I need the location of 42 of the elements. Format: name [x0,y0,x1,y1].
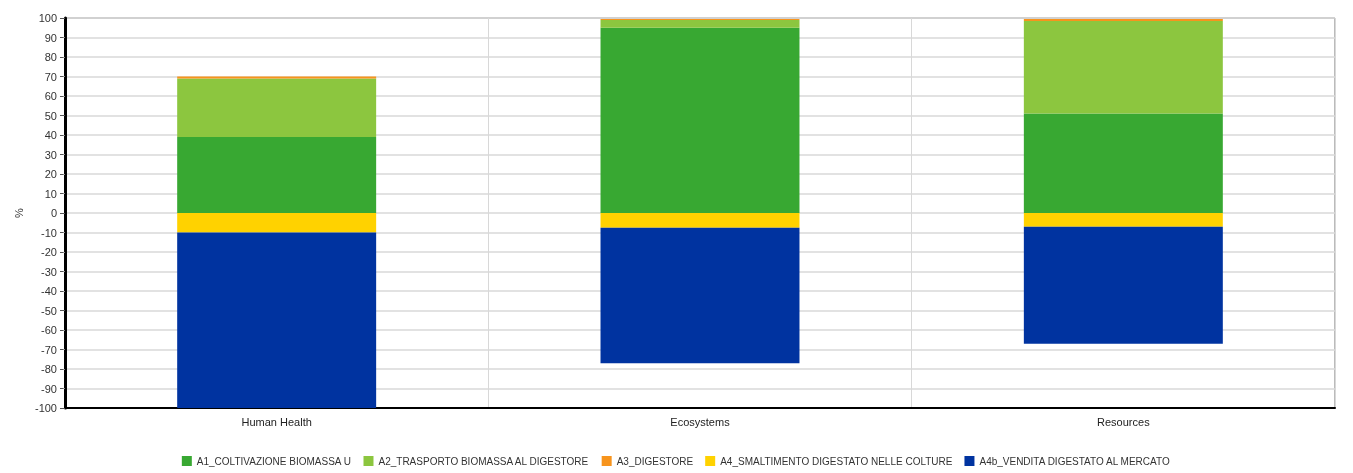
y-tick-label: -90 [41,382,57,395]
y-tick-label: 0 [50,207,57,219]
y-tick-label: 50 [44,109,57,122]
y-tick-label: -50 [41,304,57,317]
x-tick-label: Resources [1097,415,1151,428]
bar [1023,20,1223,114]
y-tick-label: -40 [41,285,57,297]
y-tick-label: 40 [44,129,57,141]
bar [600,27,800,213]
y-tick-label: -10 [41,226,57,239]
y-tick-label: 70 [44,70,57,83]
bar [1023,213,1223,227]
y-tick-label: 30 [44,148,57,161]
bar [1023,226,1223,344]
y-tick-label: -30 [41,265,57,278]
bar [600,213,800,228]
x-tick-label: Human Health [241,415,312,428]
y-tick-label: 20 [44,168,57,180]
bar [600,19,800,28]
legend-label: A2_TRASPORTO BIOMASSA AL DIGESTORE [378,455,589,467]
y-tick-label: 10 [44,187,57,200]
bar [177,78,377,137]
bar [1023,113,1223,213]
bar [177,136,377,213]
y-tick-label: -100 [34,402,57,414]
bar [177,232,377,408]
legend-label: A4b_VENDITA DIGESTATO AL MERCATO [979,455,1170,467]
bar [177,213,377,233]
legend-label: A1_COLTIVAZIONE BIOMASSA U [196,455,351,467]
y-tick-label: 80 [44,51,57,63]
x-tick-label: Ecosystems [670,415,731,428]
legend-label: A3_DIGESTORE [616,455,694,467]
y-tick-label: -80 [41,363,57,375]
y-tick-label: 60 [44,90,57,102]
y-tick-label: 90 [44,31,57,44]
y-tick-label: -20 [41,246,57,258]
y-axis-title: % [12,207,25,218]
y-tick-label: -60 [41,324,57,336]
y-tick-label: -70 [41,343,57,356]
bar [600,227,800,364]
legend-label: A4_SMALTIMENTO DIGESTATO NELLE COLTURE [720,455,953,467]
y-tick-label: 100 [38,12,57,24]
